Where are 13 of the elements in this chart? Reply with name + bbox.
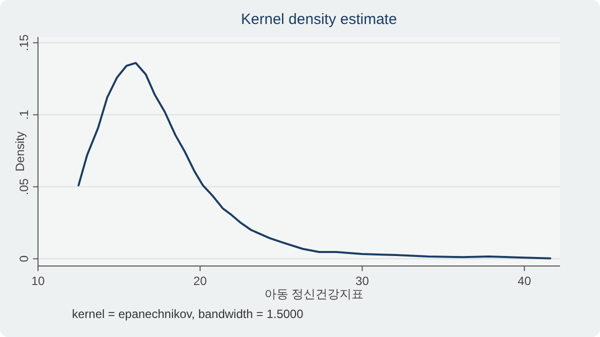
- line-series: [78, 62, 552, 260]
- y-tick-label: 0: [17, 255, 31, 262]
- y-tick-label: .05: [17, 178, 31, 196]
- y-axis-title: Density: [13, 131, 27, 172]
- chart-title: Kernel density estimate: [241, 11, 397, 28]
- x-tick-label: 10: [31, 274, 45, 288]
- y-tick-label: .15: [17, 34, 31, 52]
- x-axis-title: 아동 정신건강지표: [264, 287, 364, 301]
- x-tick-label: 20: [193, 274, 208, 288]
- y-tick-label: .1: [17, 109, 31, 120]
- x-tick-label: 30: [356, 274, 370, 288]
- text: kernel = epanechnikov, bandwidth = 1.5000: [72, 307, 304, 321]
- x-tick-label: 40: [518, 274, 532, 288]
